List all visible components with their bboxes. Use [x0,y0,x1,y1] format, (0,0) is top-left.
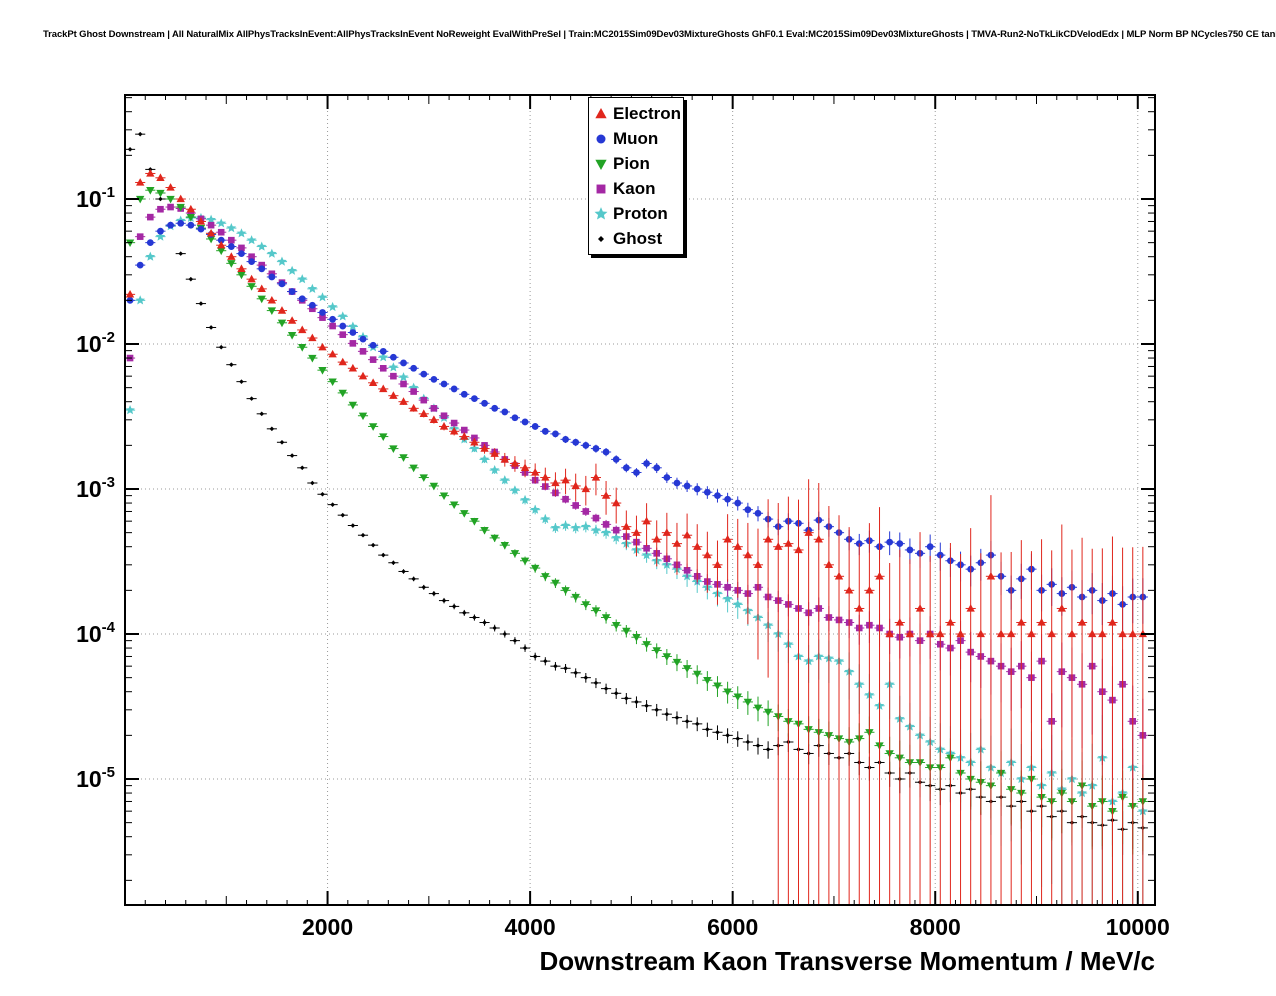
legend: Electron Muon Pion Kaon Proton Ghost [588,97,684,255]
series-electron-points [125,169,1148,905]
legend-label-proton: Proton [613,203,668,223]
svg-text:10-3: 10-3 [76,474,115,502]
series-muon-points [125,219,1148,631]
axis-ticks [125,95,1155,905]
legend-marker-proton-icon [589,204,613,224]
svg-text:2000: 2000 [302,914,353,940]
legend-entry-pion: Pion [589,151,683,176]
plot-title: TrackPt Ghost Downstream | All NaturalMi… [43,29,1276,40]
legend-marker-pion-icon [589,154,613,174]
legend-entry-ghost: Ghost [589,226,683,251]
svg-text:10-4: 10-4 [76,619,116,647]
axis-tick-labels: 2000 4000 6000 8000 10000 10-1 10-2 10-3 10-4 10-… [76,184,1170,940]
svg-text:10-2: 10-2 [76,329,115,357]
svg-text:4000: 4000 [505,914,556,940]
legend-marker-muon-icon [589,129,613,149]
legend-marker-ghost-icon [589,229,613,249]
legend-label-kaon: Kaon [613,178,656,198]
legend-label-ghost: Ghost [613,228,663,248]
legend-entry-muon: Muon [589,126,683,151]
legend-marker-kaon-icon [589,179,613,199]
legend-label-electron: Electron [613,103,682,123]
legend-label-pion: Pion [613,153,650,173]
x-axis-title: Downstream Kaon Transverse Momentum / Me… [539,946,1155,976]
legend-marker-electron-icon [589,104,613,124]
plot-frame [124,94,1156,906]
legend-entry-proton: Proton [589,201,683,226]
svg-text:10000: 10000 [1106,914,1170,940]
svg-text:8000: 8000 [910,914,961,940]
svg-text:10-5: 10-5 [76,764,115,792]
svg-text:10-1: 10-1 [76,184,115,212]
legend-entry-kaon: Kaon [589,176,683,201]
svg-text:6000: 6000 [707,914,758,940]
legend-entry-electron: Electron [589,101,683,126]
legend-label-muon: Muon [613,128,659,148]
